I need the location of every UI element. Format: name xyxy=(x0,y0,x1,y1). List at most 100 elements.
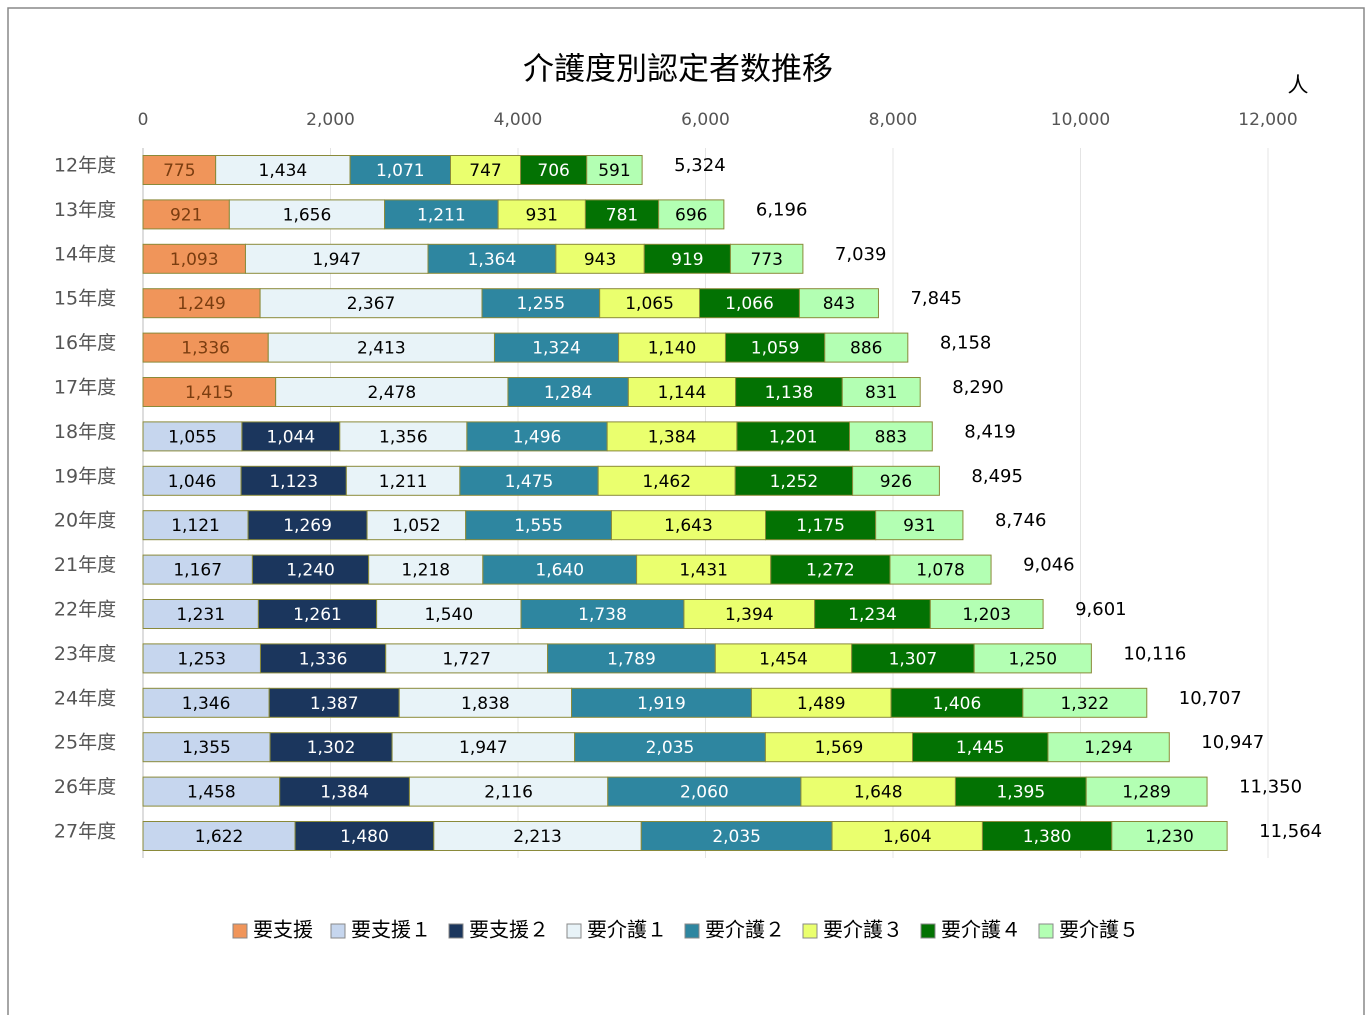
value-label: 1,302 xyxy=(307,738,356,758)
bar-segment xyxy=(714,643,853,674)
value-label: 1,065 xyxy=(625,294,674,314)
value-label: 1,643 xyxy=(664,516,713,536)
value-label: 1,138 xyxy=(765,383,814,403)
legend-label: 要介護３ xyxy=(823,918,903,942)
y-tick-label: 27年度 xyxy=(54,821,116,843)
value-label: 1,947 xyxy=(459,738,508,758)
value-label: 591 xyxy=(598,161,630,181)
bar-segment xyxy=(875,510,964,541)
legend-swatch xyxy=(684,923,700,939)
y-tick-label: 24年度 xyxy=(54,687,116,709)
value-label: 1,322 xyxy=(1060,694,1109,714)
value-label: 1,218 xyxy=(401,561,450,581)
y-tick-label: 23年度 xyxy=(54,643,116,665)
value-label: 781 xyxy=(606,205,638,225)
bar-segment xyxy=(142,510,249,541)
total-label: 10,116 xyxy=(1123,643,1186,664)
bar-segment xyxy=(520,155,588,185)
value-label: 1,947 xyxy=(312,250,361,270)
bar-segment xyxy=(547,643,716,674)
value-label: 2,060 xyxy=(680,783,729,803)
bar-segment xyxy=(247,510,368,541)
bar-segment xyxy=(240,465,347,496)
value-label: 1,140 xyxy=(648,339,697,359)
bar-segment xyxy=(574,732,766,763)
value-label: 931 xyxy=(526,205,558,225)
value-label: 1,380 xyxy=(1023,827,1072,847)
value-label: 1,395 xyxy=(996,783,1045,803)
value-label: 1,167 xyxy=(173,561,222,581)
value-label: 1,789 xyxy=(607,649,656,669)
bar-segment xyxy=(890,687,1024,718)
legend-swatch xyxy=(330,923,346,939)
value-label: 1,211 xyxy=(379,472,428,492)
bar-segment xyxy=(824,332,909,363)
bar-segment xyxy=(912,732,1049,763)
legend-label: 要介護４ xyxy=(941,918,1021,942)
y-tick-label: 16年度 xyxy=(54,332,116,354)
bar-segment xyxy=(724,332,826,363)
legend-label: 要支援１ xyxy=(351,918,431,942)
y-tick-label: 15年度 xyxy=(54,288,116,310)
bar-segment xyxy=(259,643,387,674)
bar-segment xyxy=(1022,687,1148,718)
bar-segment xyxy=(798,288,879,319)
total-label: 7,845 xyxy=(910,288,962,309)
bar-segment xyxy=(571,687,752,718)
bar-segment xyxy=(507,377,629,407)
value-label: 1,201 xyxy=(769,427,818,447)
value-label: 1,727 xyxy=(442,649,491,669)
bar-segment xyxy=(142,687,270,718)
bar-segment xyxy=(954,776,1087,807)
total-label: 11,564 xyxy=(1259,821,1322,842)
value-label: 1,055 xyxy=(168,427,217,447)
value-label: 886 xyxy=(850,339,882,359)
value-label: 931 xyxy=(903,516,935,536)
bar-segment xyxy=(597,465,736,496)
x-tick-label: 6,000 xyxy=(681,110,730,130)
legend-swatch xyxy=(920,923,936,939)
value-label: 1,445 xyxy=(956,738,1005,758)
bar-segment xyxy=(368,554,484,585)
bar-segment xyxy=(142,421,243,452)
value-label: 1,046 xyxy=(168,472,217,492)
legend-swatch xyxy=(566,923,582,939)
x-tick-label: 10,000 xyxy=(1051,110,1110,130)
y-tick-label: 19年度 xyxy=(54,465,116,487)
y-tick-label: 13年度 xyxy=(54,199,116,221)
total-label: 8,158 xyxy=(940,333,992,354)
bar-segment xyxy=(800,776,956,807)
value-label: 1,838 xyxy=(461,694,510,714)
value-label: 1,336 xyxy=(181,339,230,359)
legend-label: 要介護２ xyxy=(705,918,785,942)
value-label: 1,434 xyxy=(259,161,308,181)
legend-swatch xyxy=(1038,923,1054,939)
bar-segment xyxy=(408,776,609,807)
value-label: 919 xyxy=(671,250,703,270)
value-label: 1,555 xyxy=(514,516,563,536)
total-label: 11,350 xyxy=(1239,777,1302,798)
value-label: 2,035 xyxy=(646,738,695,758)
value-label: 1,569 xyxy=(815,738,864,758)
total-label: 8,419 xyxy=(964,421,1016,442)
total-label: 8,290 xyxy=(952,377,1004,398)
x-tick-label: 4,000 xyxy=(494,110,543,130)
bar-segment xyxy=(244,243,429,274)
y-tick-label: 12年度 xyxy=(54,155,116,177)
bar-segment xyxy=(279,776,410,807)
bar-segment xyxy=(736,421,850,452)
value-label: 1,044 xyxy=(267,427,316,447)
bar-segment xyxy=(584,199,660,230)
value-label: 1,387 xyxy=(310,694,359,714)
value-label: 706 xyxy=(537,161,569,181)
legend-label: 要支援２ xyxy=(469,918,549,942)
x-unit: 人 xyxy=(1288,73,1309,97)
bar-segment xyxy=(267,332,495,363)
value-label: 831 xyxy=(865,383,897,403)
value-label: 883 xyxy=(875,427,907,447)
bar-segment xyxy=(929,599,1044,629)
value-label: 1,356 xyxy=(379,427,428,447)
total-label: 8,495 xyxy=(971,466,1023,487)
value-label: 1,203 xyxy=(962,605,1011,625)
